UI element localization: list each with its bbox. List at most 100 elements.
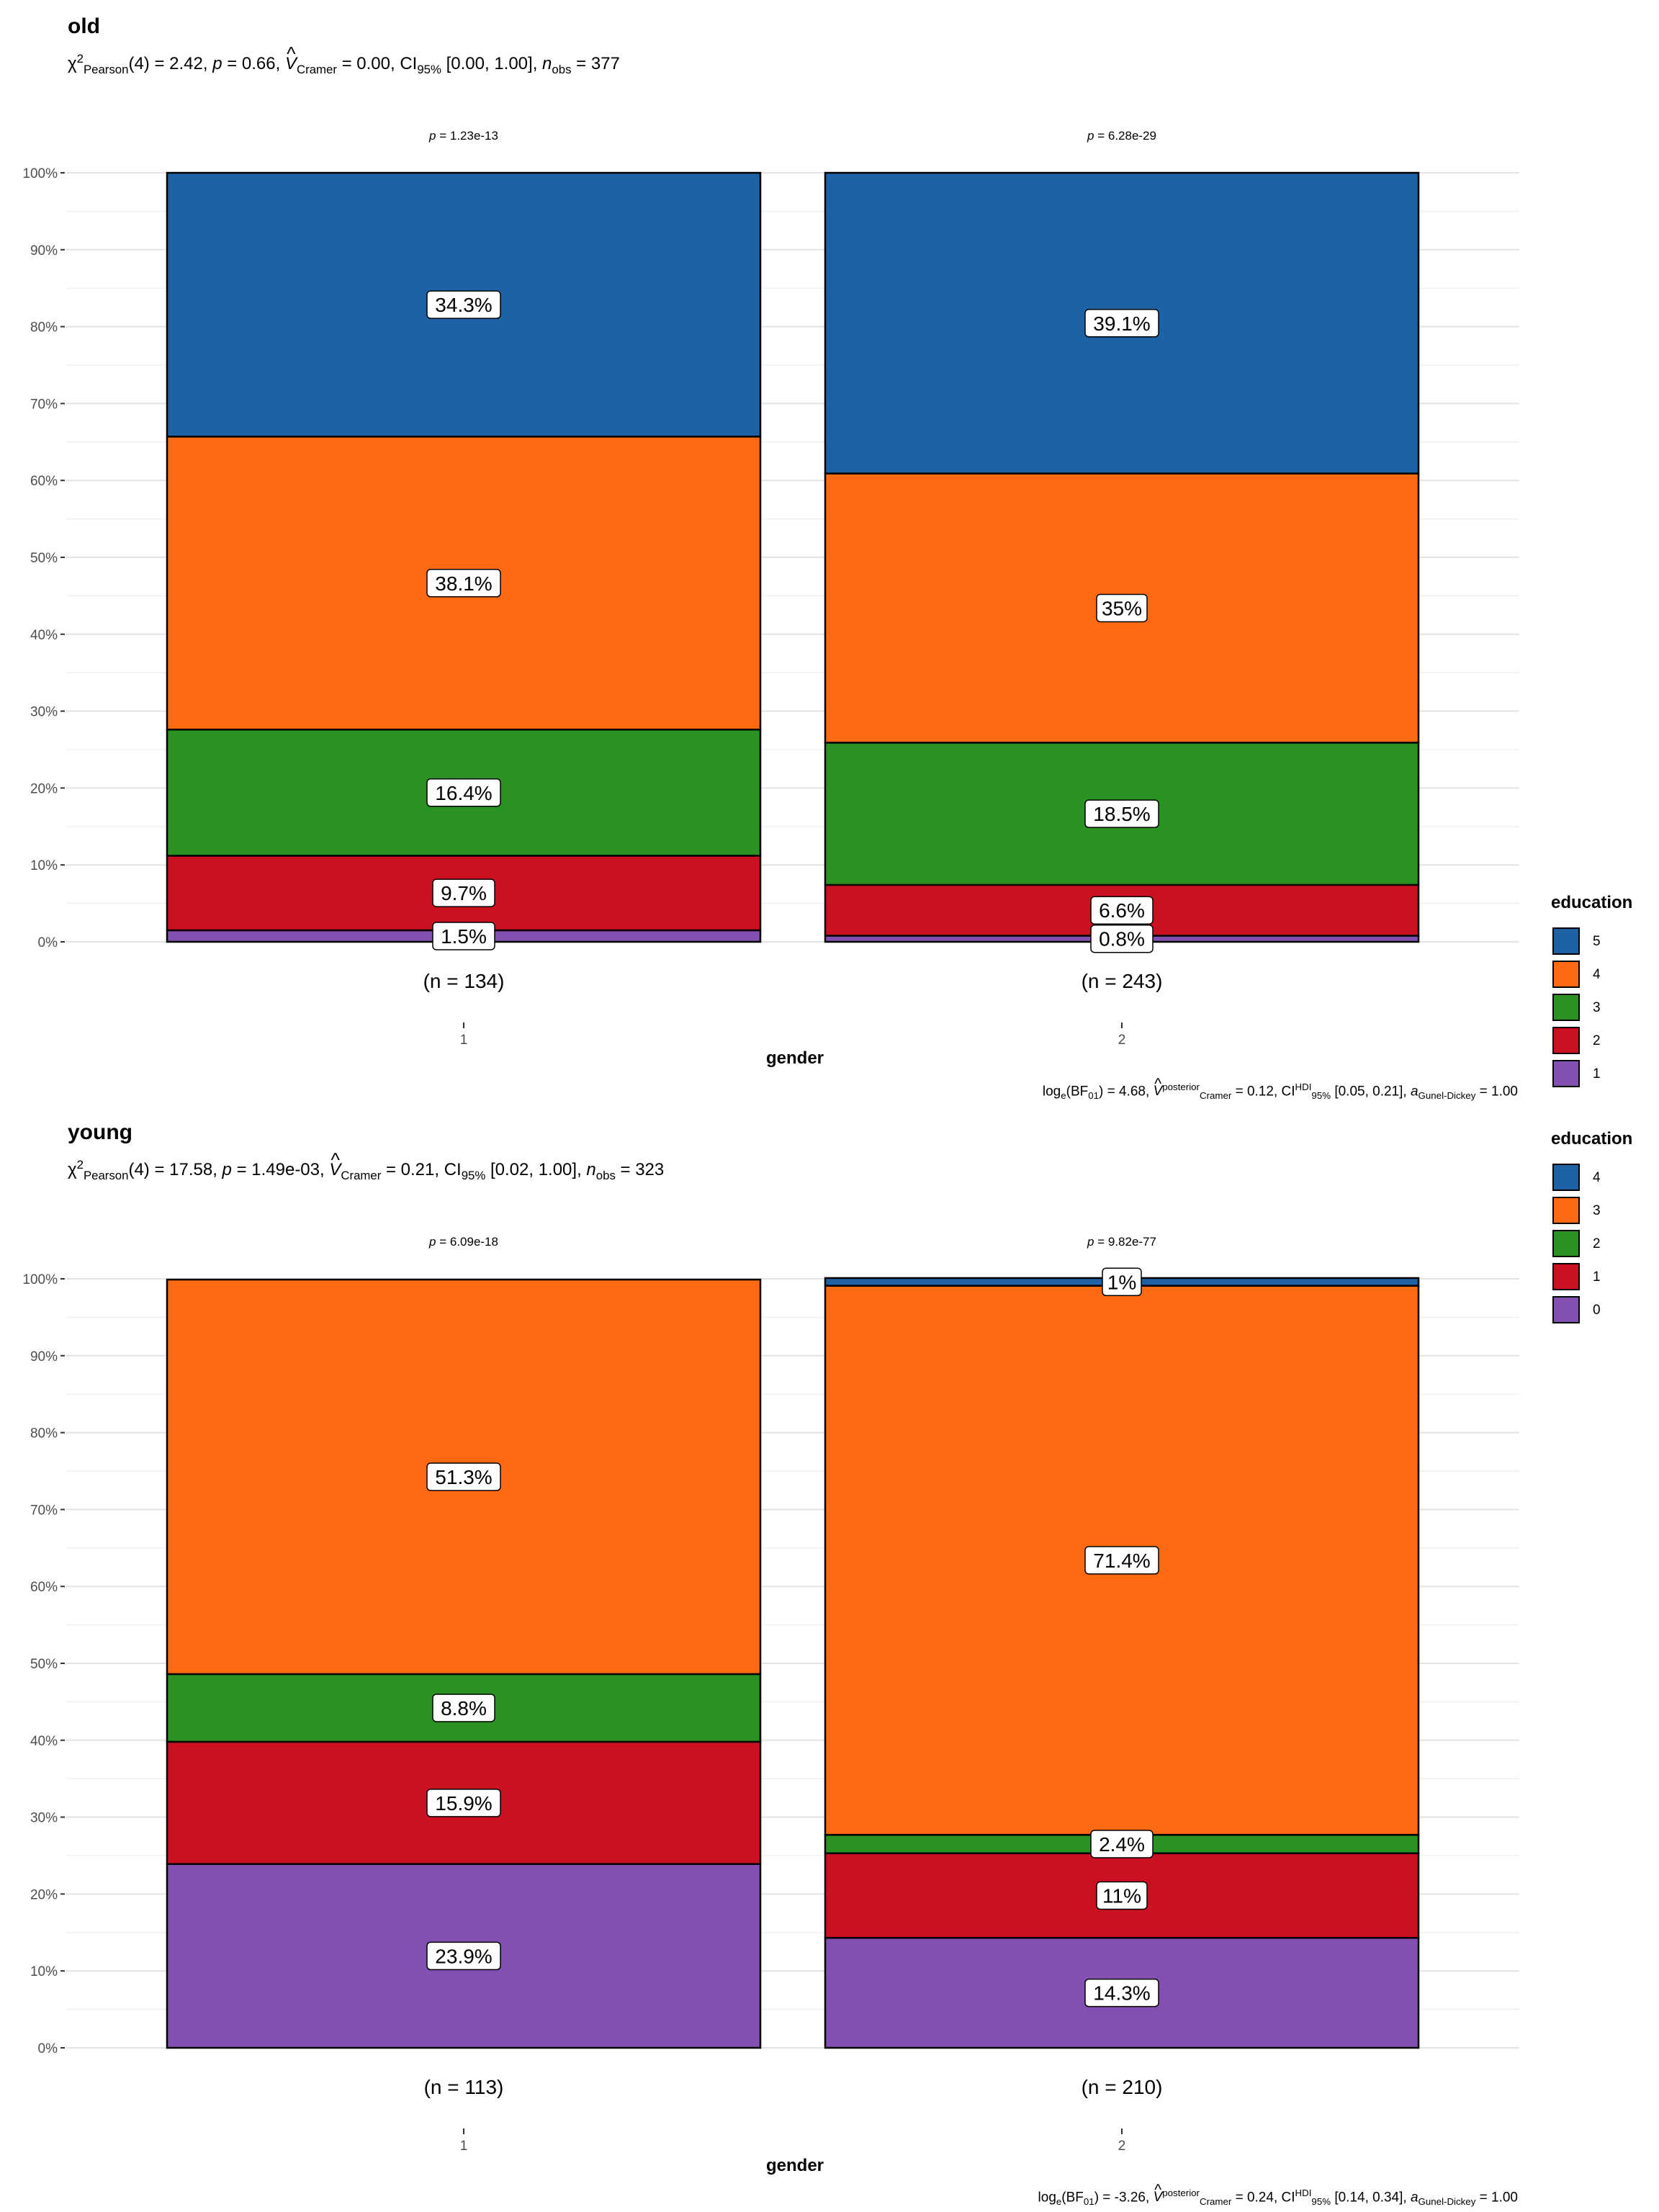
x-axis-title: gender: [765, 1048, 824, 1068]
data-label: 11%: [1102, 1885, 1141, 1907]
data-label: 23.9%: [435, 1945, 492, 1967]
data-label: 0.8%: [1099, 928, 1145, 950]
y-tick-label: 90%: [30, 243, 58, 258]
y-tick-label: 50%: [30, 1657, 58, 1672]
bayes-factor-caption: loge(BF01) = -3.26, VposteriorCramer = 0…: [1038, 2182, 1518, 2207]
legend-swatch: [1552, 1027, 1580, 1054]
bar-count-label: (n = 243): [1082, 970, 1163, 992]
data-label: 16.4%: [435, 782, 492, 804]
data-label-box: [1084, 1978, 1159, 2008]
chart-plot-young: 0% 10% 20% 30% 40% 50% 60% 70% 80% 90% 100% p = 6.0…: [22, 1235, 1519, 2154]
bar-pvalue-label: p = 6.09e-18: [428, 1235, 498, 1249]
legend-swatch: [1552, 994, 1580, 1021]
bar-pvalue-label: p = 9.82e-77: [1087, 1235, 1156, 1249]
legend-item: 1: [1551, 1262, 1637, 1292]
data-label: 18.5%: [1093, 803, 1150, 825]
bar-count-label: (n = 210): [1082, 2076, 1163, 2098]
y-tick-label: 10%: [30, 1964, 58, 1979]
data-label: 2.4%: [1099, 1833, 1145, 1856]
legend-item: 4: [1551, 1162, 1637, 1192]
legend-label: 2: [1593, 1033, 1601, 1048]
legend-old: education 5 4 3 2 1: [1551, 893, 1659, 1094]
legend-title: education: [1551, 893, 1633, 912]
legend-swatch: [1552, 1296, 1580, 1323]
data-label-box: [1096, 1881, 1148, 1910]
legend-label: 4: [1593, 967, 1601, 982]
y-tick-label: 80%: [30, 320, 58, 336]
x-tick-label: 1: [460, 2139, 468, 2154]
data-label: 51.3%: [435, 1466, 492, 1488]
panel-title: old: [68, 14, 100, 38]
y-tick-label: 0%: [38, 2041, 58, 2056]
data-label-box: [1084, 1546, 1159, 1575]
data-label: 1.5%: [441, 925, 487, 948]
data-label-box: [1090, 924, 1154, 953]
data-label-box: [426, 569, 501, 598]
legend-item: 2: [1551, 1025, 1637, 1056]
legend-item: 5: [1551, 926, 1637, 956]
y-tick-label: 40%: [30, 1734, 58, 1749]
data-label: 39.1%: [1093, 313, 1150, 335]
legend-swatch: [1552, 1164, 1580, 1191]
data-label: 15.9%: [435, 1792, 492, 1815]
panel-subtitle: χ2Pearson(4) = 17.58, p = 1.49e-03, VCra…: [68, 1149, 664, 1183]
data-label-box: [426, 1789, 501, 1817]
legend-label: 4: [1593, 1170, 1601, 1185]
legend-swatch: [1552, 1197, 1580, 1224]
y-tick-label: 90%: [30, 1349, 58, 1364]
data-label: 34.3%: [435, 294, 492, 316]
data-label-box: [1090, 1830, 1154, 1858]
x-tick-label: 2: [1118, 2139, 1126, 2154]
legend-item: 3: [1551, 992, 1637, 1022]
legend-label: 3: [1593, 1000, 1601, 1015]
y-tick-label: 0%: [38, 935, 58, 950]
data-label-box: [1090, 896, 1154, 925]
data-label: 1%: [1107, 1271, 1136, 1293]
data-label: 6.6%: [1099, 899, 1145, 922]
legend-swatch: [1552, 1060, 1580, 1087]
data-label-box: [1084, 309, 1159, 338]
y-tick-label: 100%: [22, 1272, 58, 1287]
y-tick-label: 50%: [30, 551, 58, 566]
legend-item: 0: [1551, 1295, 1637, 1325]
legend-item: 2: [1551, 1228, 1637, 1259]
y-tick-label: 60%: [30, 474, 58, 489]
data-label-box: [426, 290, 501, 319]
y-tick-label: 20%: [30, 781, 58, 796]
bayes-factor-caption: loge(BF01) = 4.68, VposteriorCramer = 0.…: [1043, 1076, 1518, 1101]
bar-pvalue-label: p = 1.23e-13: [428, 129, 498, 143]
legend-item: 3: [1551, 1195, 1637, 1226]
x-axis-title: gender: [765, 2156, 824, 2175]
legend-swatch: [1552, 961, 1580, 988]
y-tick-label: 30%: [30, 1811, 58, 1826]
y-tick-label: 30%: [30, 705, 58, 720]
legend-young: education 4 3 2 1 0: [1551, 1129, 1659, 1331]
y-tick-label: 10%: [30, 858, 58, 873]
panel-subtitle: χ2Pearson(4) = 2.42, p = 0.66, VCramer =…: [68, 43, 620, 77]
data-label-box: [1102, 1267, 1142, 1297]
chart-plot-old: 0% 10% 20% 30% 40% 50% 60% 70% 80% 90% 100% p = 1.2…: [22, 129, 1519, 1048]
data-label-box: [1084, 799, 1159, 828]
data-label-box: [432, 922, 495, 950]
y-tick-label: 60%: [30, 1580, 58, 1595]
panel-old: 0% 10% 20% 30% 40% 50% 60% 70% 80% 90% 100% p = 1.2…: [0, 0, 1659, 1106]
data-label: 38.1%: [435, 572, 492, 595]
data-label: 35%: [1102, 597, 1142, 619]
data-label: 14.3%: [1093, 1982, 1150, 2005]
panel-title: young: [68, 1120, 132, 1144]
data-label: 9.7%: [441, 882, 487, 904]
legend-label: 3: [1593, 1203, 1601, 1218]
data-label-box: [432, 878, 495, 907]
legend-label: 1: [1593, 1269, 1601, 1285]
data-label-box: [426, 778, 501, 807]
legend-swatch: [1552, 1263, 1580, 1290]
legend-item: 4: [1551, 959, 1637, 989]
y-tick-label: 70%: [30, 1503, 58, 1518]
data-label: 8.8%: [441, 1697, 487, 1719]
data-label-box: [432, 1694, 495, 1722]
legend-swatch: [1552, 1230, 1580, 1257]
y-tick-label: 80%: [30, 1426, 58, 1442]
y-tick-label: 20%: [30, 1887, 58, 1902]
panel-young: 0% 10% 20% 30% 40% 50% 60% 70% 80% 90% 100% p = 6.0…: [0, 1106, 1659, 2212]
legend-title: education: [1551, 1129, 1633, 1148]
